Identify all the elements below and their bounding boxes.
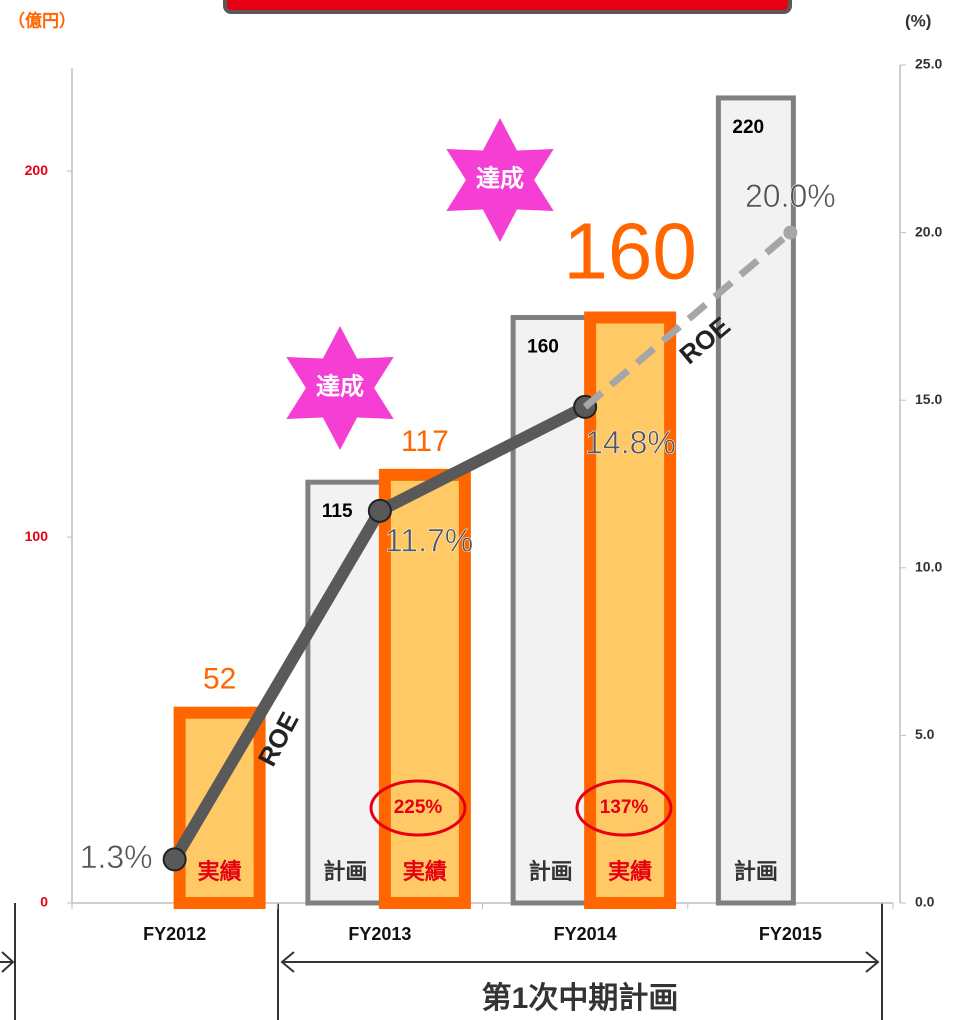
y2-tick-label: 20.0: [915, 223, 942, 239]
value-label: 117: [401, 425, 449, 458]
bar: [584, 311, 677, 909]
rate-circle: [575, 779, 673, 837]
y2-tick-label: 25.0: [915, 56, 942, 72]
y2-tick-label: 10.0: [915, 559, 942, 575]
achievement-star: [446, 118, 554, 242]
annotation: 達成: [316, 373, 364, 400]
bar: [715, 95, 796, 906]
bar: [305, 479, 386, 906]
roe-point: [162, 847, 187, 872]
roe-point: [783, 225, 798, 240]
value-label: 115: [322, 501, 353, 522]
bar-series-label: 実績: [608, 859, 652, 884]
y-tick-label: 100: [25, 528, 49, 544]
y2-axis-label: (%): [905, 11, 931, 30]
rate-circle: [369, 779, 467, 837]
bar-series-label: 計画: [323, 859, 367, 884]
achievement-star: [286, 326, 394, 450]
y2-tick-label: 15.0: [915, 391, 942, 407]
x-tick-label: FY2014: [554, 924, 617, 944]
roe-value-label: 1.3%: [80, 839, 153, 875]
y2-tick-label: 0.0: [915, 894, 935, 910]
period-brackets: [0, 903, 883, 1020]
y-tick-label: 0: [40, 894, 48, 910]
y-axis-label: （億円）: [8, 10, 76, 30]
value-label: 160: [527, 337, 559, 358]
value-label: 160: [563, 207, 696, 296]
roe-line: [582, 229, 793, 410]
roe-value-label: 11.7%: [385, 522, 473, 558]
value-label: 52: [203, 663, 236, 696]
roe-value-label: 14.8%: [585, 424, 676, 460]
roe-value-label: 20.0%: [745, 178, 836, 214]
y2-tick-label: 5.0: [915, 726, 935, 742]
y-tick-label: 200: [25, 162, 49, 178]
period-label: 第1次中期計画: [482, 981, 679, 1015]
value-label: 220: [732, 117, 764, 138]
bar-series-label: 計画: [529, 859, 573, 884]
annotation: 達成: [476, 165, 524, 192]
achievement-rate: 137%: [600, 797, 649, 818]
x-tick-label: FY2013: [348, 924, 411, 944]
bar-series-label: 実績: [403, 859, 447, 884]
x-tick-label: FY2015: [759, 924, 822, 944]
achievement-rate: 225%: [394, 797, 443, 818]
title-box: [223, 0, 792, 14]
bar-series-label: 計画: [734, 859, 778, 884]
bar-series-label: 実績: [198, 859, 242, 884]
x-tick-label: FY2012: [143, 924, 206, 944]
roe-point: [367, 498, 392, 523]
